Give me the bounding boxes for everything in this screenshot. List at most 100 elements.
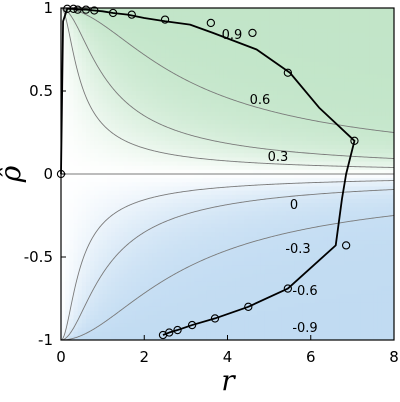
field-cell — [90, 178, 95, 183]
field-cell — [90, 157, 95, 163]
field-cell — [140, 132, 145, 138]
field-cell — [156, 144, 162, 150]
field-cell — [169, 203, 174, 208]
field-cell — [248, 49, 254, 55]
field-cell — [289, 194, 295, 200]
field-cell — [202, 227, 208, 233]
field-cell — [310, 32, 316, 38]
field-cell — [256, 257, 262, 262]
field-cell — [94, 99, 100, 105]
field-cell — [77, 20, 83, 26]
field-cell — [210, 28, 216, 34]
field-cell — [127, 45, 133, 51]
field-cell — [264, 331, 270, 337]
field-cell — [185, 128, 191, 134]
field-cell — [69, 140, 75, 146]
field-cell — [177, 149, 183, 154]
field-cell — [69, 182, 75, 188]
field-cell — [102, 91, 108, 96]
field-cell — [285, 277, 291, 283]
field-cell — [264, 61, 270, 67]
field-cell — [73, 103, 79, 109]
field-cell — [106, 257, 112, 262]
field-cell — [244, 53, 249, 59]
field-cell — [85, 240, 91, 246]
field-cell — [98, 211, 104, 217]
field-cell — [77, 219, 83, 225]
field-cell — [244, 140, 249, 146]
field-cell — [306, 190, 312, 196]
field-cell — [298, 277, 304, 283]
field-cell — [289, 265, 295, 271]
field-cell — [69, 20, 75, 26]
field-cell — [239, 248, 245, 254]
field-cell — [144, 132, 150, 138]
field-cell — [219, 240, 224, 246]
field-cell — [202, 244, 208, 250]
field-cell — [235, 157, 241, 163]
field-cell — [306, 12, 312, 17]
field-cell — [206, 286, 212, 291]
field-cell — [127, 149, 133, 154]
field-cell — [119, 186, 125, 192]
field-cell — [65, 198, 70, 204]
field-cell — [160, 8, 166, 13]
field-cell — [69, 236, 75, 241]
field-cell — [127, 298, 133, 304]
field-cell — [98, 227, 104, 233]
field-cell — [314, 99, 320, 105]
field-cell — [298, 161, 304, 167]
field-cell — [227, 20, 233, 26]
field-cell — [65, 28, 70, 34]
field-cell — [310, 211, 316, 217]
field-cell — [260, 20, 266, 26]
field-cell — [302, 198, 308, 204]
field-cell — [115, 107, 120, 113]
field-cell — [140, 257, 145, 262]
field-cell — [61, 310, 66, 316]
field-cell — [252, 28, 258, 34]
field-cell — [135, 107, 141, 113]
field-cell — [256, 111, 262, 117]
field-cell — [131, 115, 137, 121]
field-cell — [173, 124, 179, 129]
field-cell — [248, 61, 254, 67]
field-cell — [277, 219, 283, 225]
field-cell — [264, 120, 270, 125]
field-cell — [98, 252, 104, 258]
field-cell — [73, 327, 79, 333]
field-cell — [94, 128, 100, 134]
field-cell — [102, 261, 108, 266]
field-cell — [281, 269, 287, 275]
field-cell — [277, 124, 283, 129]
field-cell — [173, 269, 179, 275]
field-cell — [123, 124, 129, 129]
field-cell — [314, 203, 320, 208]
field-cell — [252, 286, 258, 291]
field-cell — [173, 306, 179, 312]
field-cell — [223, 32, 229, 38]
field-cell — [248, 66, 254, 71]
field-cell — [148, 124, 154, 129]
field-cell — [85, 203, 91, 208]
field-cell — [194, 57, 199, 63]
field-cell — [131, 28, 137, 34]
field-cell — [127, 219, 133, 225]
field-cell — [85, 236, 91, 241]
field-cell — [160, 315, 166, 320]
field-cell — [135, 132, 141, 138]
field-cell — [77, 136, 83, 142]
field-cell — [256, 57, 262, 63]
field-cell — [264, 327, 270, 333]
field-cell — [244, 136, 249, 142]
field-cell — [273, 203, 279, 208]
field-cell — [190, 115, 195, 121]
field-cell — [144, 182, 150, 188]
field-cell — [81, 315, 87, 320]
field-cell — [294, 107, 299, 113]
field-cell — [73, 236, 79, 241]
field-cell — [202, 236, 208, 241]
field-cell — [148, 37, 154, 42]
field-cell — [194, 298, 199, 304]
field-cell — [148, 232, 154, 237]
